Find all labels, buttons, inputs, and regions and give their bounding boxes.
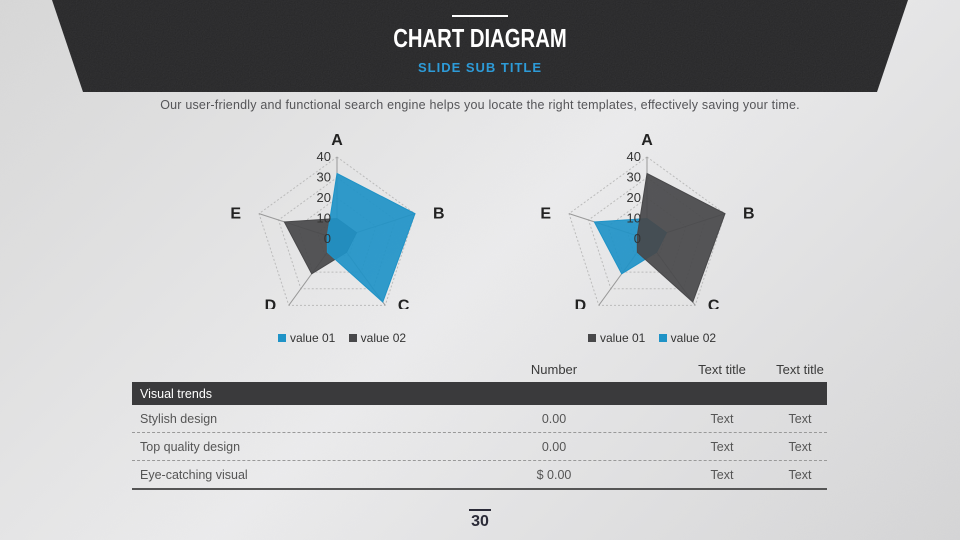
svg-text:0: 0	[324, 231, 331, 246]
svg-text:40: 40	[627, 149, 641, 164]
svg-text:B: B	[433, 206, 445, 223]
svg-text:A: A	[331, 132, 343, 149]
svg-text:10: 10	[317, 211, 331, 226]
svg-text:C: C	[398, 297, 410, 309]
svg-text:10: 10	[627, 211, 641, 226]
svg-text:E: E	[230, 206, 241, 223]
svg-text:E: E	[540, 206, 551, 223]
svg-text:0: 0	[634, 231, 641, 246]
svg-text:D: D	[265, 297, 277, 309]
svg-text:30: 30	[317, 170, 331, 185]
svg-text:B: B	[743, 206, 755, 223]
svg-text:30: 30	[627, 170, 641, 185]
svg-text:40: 40	[317, 149, 331, 164]
svg-text:20: 20	[317, 190, 331, 205]
svg-text:20: 20	[627, 190, 641, 205]
svg-text:D: D	[575, 297, 587, 309]
svg-text:A: A	[641, 132, 653, 149]
svg-text:C: C	[708, 297, 720, 309]
